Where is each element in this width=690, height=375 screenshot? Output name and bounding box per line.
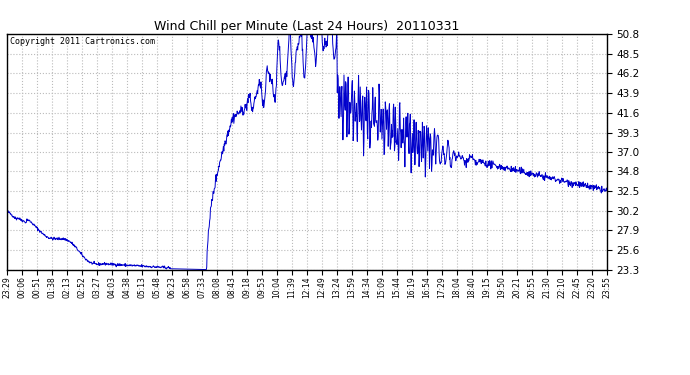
Text: Copyright 2011 Cartronics.com: Copyright 2011 Cartronics.com: [10, 37, 155, 46]
Title: Wind Chill per Minute (Last 24 Hours)  20110331: Wind Chill per Minute (Last 24 Hours) 20…: [155, 20, 460, 33]
